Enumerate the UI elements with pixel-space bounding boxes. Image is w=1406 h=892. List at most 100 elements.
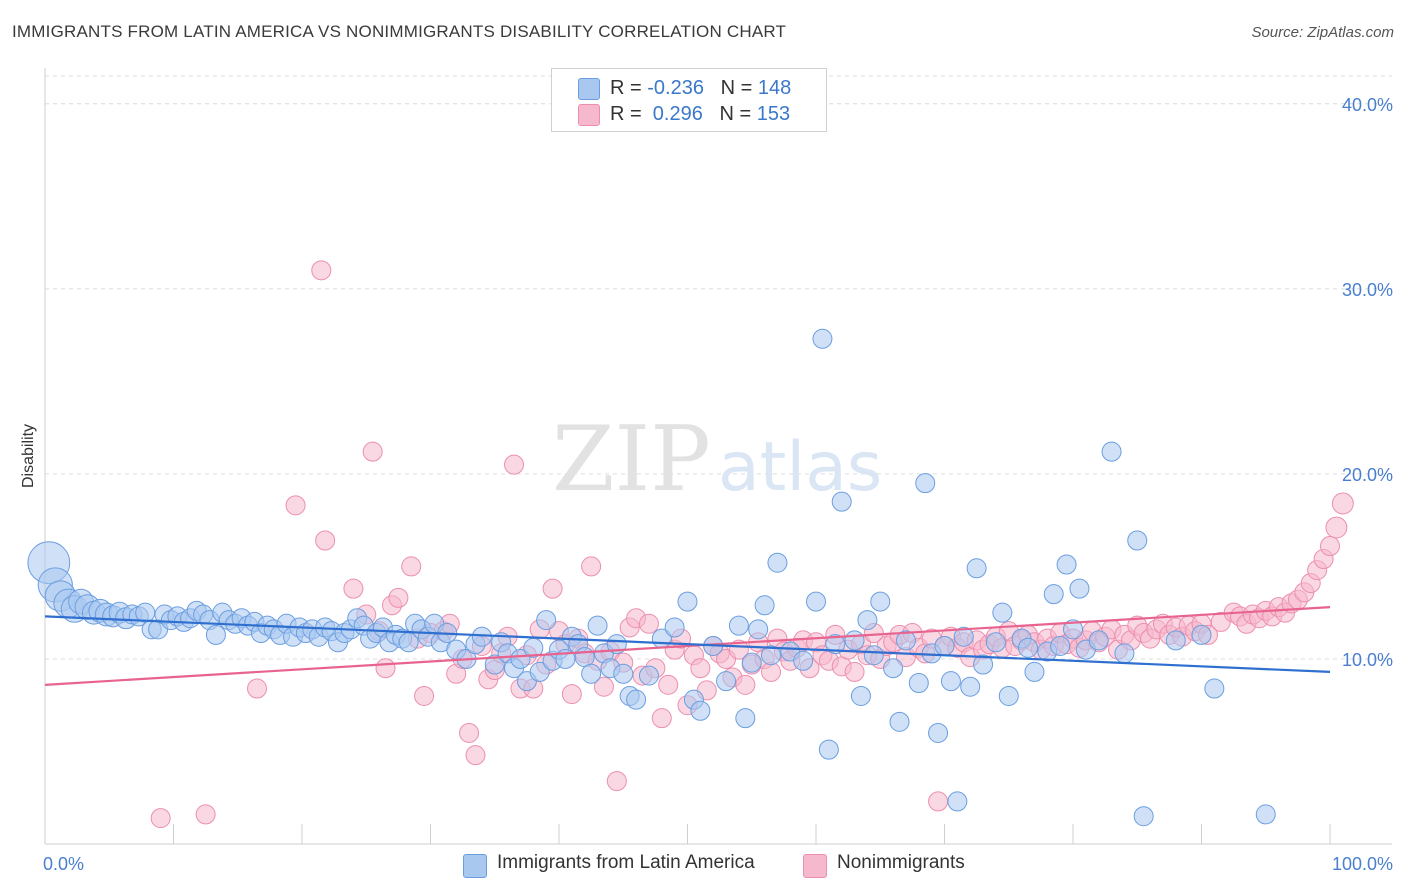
nonimmigrants-point	[690, 658, 711, 679]
blue-swatch	[578, 78, 600, 100]
nonimmigrants-point	[401, 556, 422, 577]
nonimmigrants-trend-line	[44, 606, 1331, 686]
immigrants-point	[529, 661, 550, 682]
immigrants-point	[831, 491, 852, 512]
nonimmigrants-point	[315, 530, 336, 551]
immigrants-point	[581, 663, 602, 684]
nonimmigrants-point	[561, 684, 582, 705]
immigrants-point	[484, 654, 505, 675]
legend-label-immigrants: Immigrants from Latin America	[497, 852, 755, 873]
immigrants-point	[870, 591, 891, 612]
y-tick-label: 40.0%	[1342, 95, 1393, 115]
nonimmigrants-point	[1331, 492, 1354, 515]
immigrants-point	[1114, 643, 1135, 664]
immigrants-point	[1088, 630, 1109, 651]
immigrants-point	[883, 658, 904, 679]
nonimmigrants-points	[150, 260, 1354, 829]
tick-labels: 10.0% 20.0% 30.0% 40.0% 0.0% 100.0%	[43, 95, 1393, 874]
y-tick-label: 10.0%	[1342, 650, 1393, 670]
immigrants-point	[1069, 578, 1090, 599]
nonimmigrants-point	[375, 658, 396, 679]
nonimmigrants-point	[504, 454, 525, 475]
immigrants-point	[1204, 678, 1225, 699]
immigrants-point	[857, 610, 878, 631]
nonimmigrants-point	[638, 613, 659, 634]
immigrants-point	[205, 624, 226, 645]
nonimmigrants-point	[414, 685, 435, 706]
immigrants-point	[626, 689, 647, 710]
nonimmigrants-point	[1320, 536, 1340, 557]
immigrants-trend-line	[44, 615, 1331, 673]
nonimmigrants-point	[735, 674, 756, 695]
immigrants-point	[1255, 804, 1276, 825]
immigrants-point	[1101, 441, 1122, 462]
immigrants-point	[1050, 635, 1071, 656]
immigrants-point	[960, 676, 981, 697]
legend-label-nonimmigrants: Nonimmigrants	[837, 852, 965, 873]
immigrants-point	[850, 685, 871, 706]
immigrants-point	[677, 591, 698, 612]
immigrants-point	[1191, 624, 1212, 645]
immigrants-point	[1165, 630, 1186, 651]
nonimmigrants-point	[459, 722, 480, 743]
nonimmigrants-point	[195, 804, 216, 825]
immigrants-point	[825, 634, 846, 655]
nonimmigrants-point	[542, 578, 563, 599]
legend-r-label: R =	[610, 77, 648, 99]
immigrants-point	[1133, 806, 1154, 827]
pink-swatch	[803, 854, 827, 878]
immigrants-point	[940, 671, 961, 692]
immigrants-point	[748, 619, 769, 640]
immigrants-point	[895, 630, 916, 651]
nonimmigrants-point	[285, 495, 306, 516]
source-credit: Source: ZipAtlas.com	[1251, 24, 1394, 41]
immigrants-point	[716, 671, 737, 692]
immigrants-point	[934, 635, 955, 656]
legend-n-label: N =	[720, 77, 758, 99]
immigrants-point	[664, 617, 685, 638]
immigrants-point	[985, 632, 1006, 653]
immigrants-point	[1043, 584, 1064, 605]
immigrants-point	[928, 722, 949, 743]
immigrants-point	[1063, 619, 1083, 640]
immigrants-point	[574, 647, 595, 668]
legend-r-value: -0.236	[647, 77, 704, 99]
watermark: ZIP atlas	[552, 407, 882, 512]
immigrants-point	[1127, 530, 1148, 551]
nonimmigrants-point	[150, 808, 171, 829]
immigrants-point	[741, 652, 762, 673]
immigrants-point	[690, 700, 711, 721]
immigrants-point	[915, 473, 936, 494]
immigrants-point	[966, 558, 987, 579]
immigrants-point	[793, 650, 814, 671]
immigrants-point	[728, 615, 749, 636]
immigrants-point	[953, 626, 974, 647]
immigrants-point	[613, 663, 634, 684]
immigrants-point	[1024, 661, 1045, 682]
immigrants-point	[754, 595, 775, 616]
nonimmigrants-point	[606, 771, 627, 792]
legend-r-label: R =	[610, 103, 648, 125]
stats-legend: R = -0.236 N = 148 R = 0.296 N = 153	[551, 68, 827, 132]
immigrants-point	[973, 654, 994, 675]
nonimmigrants-point	[593, 676, 614, 697]
nonimmigrants-point	[465, 745, 486, 766]
nonimmigrants-point	[928, 791, 949, 812]
immigrants-point	[863, 645, 884, 666]
nonimmigrants-point	[728, 639, 749, 660]
immigrants-point	[471, 626, 492, 647]
immigrants-point	[510, 648, 531, 669]
immigrants-point	[735, 708, 756, 729]
immigrants-point	[947, 791, 968, 812]
immigrants-point	[992, 602, 1013, 623]
x-tick-label: 0.0%	[43, 854, 84, 874]
immigrants-point	[1018, 637, 1039, 658]
nonimmigrants-point	[581, 556, 602, 577]
legend-n-value: 148	[757, 77, 792, 99]
y-tick-label: 20.0%	[1342, 465, 1393, 485]
legend-r-value: 0.296	[647, 103, 703, 125]
trend-lines	[44, 606, 1331, 686]
y-axis-title: Disability	[20, 424, 37, 488]
immigrants-point	[806, 591, 826, 612]
watermark-zip: ZIP	[552, 407, 711, 512]
